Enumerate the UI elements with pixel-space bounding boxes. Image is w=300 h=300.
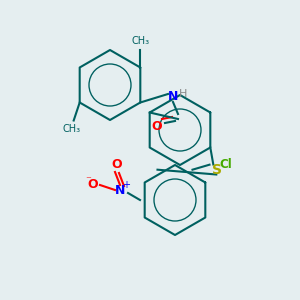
Text: N: N <box>168 91 178 103</box>
Text: CH₃: CH₃ <box>63 124 81 134</box>
Text: O: O <box>88 178 98 191</box>
Text: H: H <box>179 89 187 99</box>
Text: O: O <box>112 158 122 172</box>
Text: Cl: Cl <box>220 158 232 171</box>
Text: O: O <box>152 121 162 134</box>
Text: CH₃: CH₃ <box>131 35 149 46</box>
Text: S: S <box>212 163 222 176</box>
Text: N: N <box>115 184 125 196</box>
Text: +: + <box>122 180 130 190</box>
Text: ⁻: ⁻ <box>85 175 91 185</box>
